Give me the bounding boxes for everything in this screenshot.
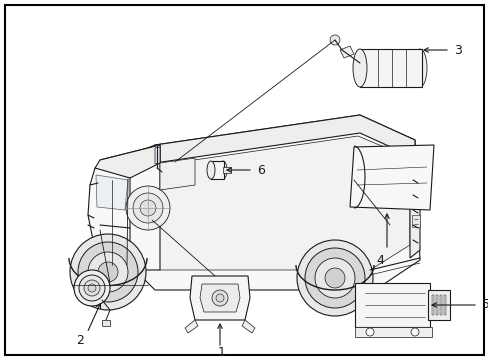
Circle shape (74, 270, 110, 306)
Polygon shape (409, 158, 419, 258)
Bar (427, 290, 449, 320)
Circle shape (133, 193, 163, 223)
Bar (431, 295, 433, 315)
Polygon shape (160, 158, 195, 190)
Circle shape (70, 234, 146, 310)
Bar (411, 215, 419, 227)
Bar (210, 161, 224, 179)
Circle shape (305, 248, 364, 308)
Bar (443, 295, 445, 315)
Polygon shape (354, 327, 431, 337)
Text: 6: 6 (257, 163, 264, 176)
Circle shape (365, 328, 373, 336)
Circle shape (216, 294, 224, 302)
Circle shape (79, 275, 105, 301)
Circle shape (325, 268, 345, 288)
Polygon shape (95, 145, 160, 178)
Circle shape (126, 186, 170, 230)
Circle shape (329, 35, 339, 45)
Text: 2: 2 (76, 333, 84, 346)
Circle shape (212, 290, 227, 306)
Text: 5: 5 (481, 298, 488, 311)
Polygon shape (349, 145, 433, 210)
Circle shape (296, 240, 372, 316)
Polygon shape (242, 320, 254, 333)
Circle shape (314, 258, 354, 298)
Polygon shape (96, 175, 128, 210)
Bar (354, 283, 429, 327)
Ellipse shape (412, 49, 426, 87)
Ellipse shape (219, 161, 226, 179)
Bar (439, 295, 441, 315)
Text: 1: 1 (218, 346, 225, 360)
Polygon shape (95, 145, 160, 270)
Polygon shape (130, 115, 414, 170)
Circle shape (140, 200, 156, 216)
Ellipse shape (206, 161, 215, 179)
Polygon shape (184, 320, 198, 333)
Polygon shape (155, 147, 160, 164)
Polygon shape (88, 168, 130, 270)
Polygon shape (339, 46, 353, 58)
Ellipse shape (352, 49, 366, 87)
Polygon shape (190, 276, 249, 320)
Circle shape (78, 242, 138, 302)
Circle shape (88, 284, 96, 292)
Polygon shape (200, 284, 240, 312)
Polygon shape (135, 136, 409, 270)
Bar (223, 167, 230, 173)
Text: 3: 3 (453, 44, 461, 57)
Bar (359, 49, 421, 87)
Bar (435, 295, 437, 315)
Polygon shape (130, 115, 419, 290)
Text: 4: 4 (375, 253, 383, 266)
Circle shape (88, 252, 128, 292)
Polygon shape (102, 320, 110, 326)
Circle shape (410, 328, 418, 336)
Circle shape (84, 280, 100, 296)
Circle shape (98, 262, 118, 282)
